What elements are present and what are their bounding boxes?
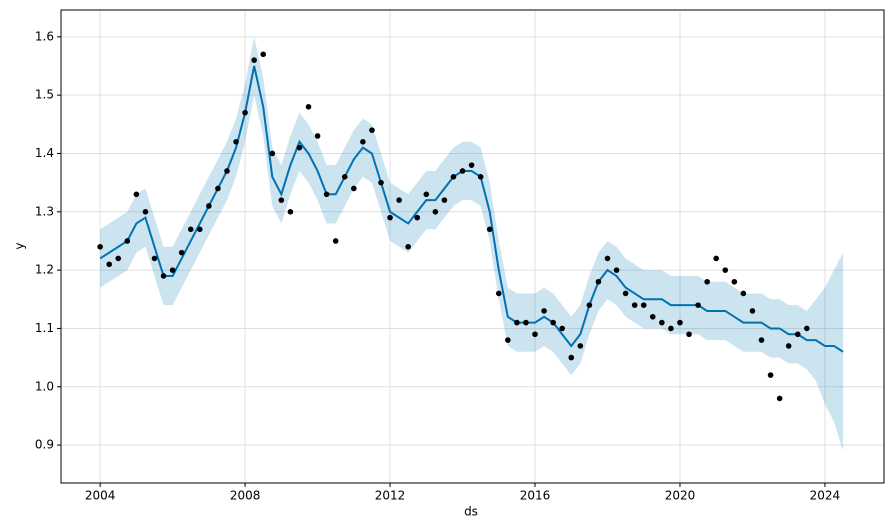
y-tick-label: 1.5	[35, 88, 54, 102]
observed-point	[604, 255, 611, 262]
y-tick-label: 0.9	[35, 438, 54, 452]
observed-point	[387, 214, 393, 221]
observed-point	[495, 290, 502, 297]
observed-point	[405, 243, 411, 250]
observed-point	[314, 133, 321, 139]
y-tick-label: 1.6	[35, 29, 54, 43]
observed-point	[677, 319, 683, 326]
observed-point	[432, 208, 439, 215]
observed-point	[151, 255, 158, 262]
observed-point	[659, 319, 665, 326]
observed-point	[124, 238, 131, 244]
observed-point	[396, 197, 402, 203]
observed-point	[695, 302, 701, 308]
observed-point	[568, 354, 575, 361]
observed-point	[242, 109, 248, 116]
observed-point	[532, 331, 538, 338]
observed-point	[749, 308, 756, 314]
observed-point	[305, 104, 312, 110]
observed-point	[450, 174, 457, 180]
observed-point	[622, 290, 629, 297]
x-tick-label: 2004	[85, 489, 116, 503]
observed-point	[740, 290, 747, 297]
observed-point	[776, 395, 783, 402]
observed-point	[441, 197, 448, 203]
x-tick-label: 2016	[520, 489, 551, 503]
observed-point	[296, 144, 303, 151]
observed-point	[178, 249, 185, 256]
plot-frame	[60, 9, 885, 484]
y-tick-label: 1.0	[35, 379, 54, 393]
observed-point	[758, 337, 765, 343]
observed-point	[640, 302, 647, 308]
x-tick-label: 2024	[810, 489, 841, 503]
observed-point	[477, 174, 484, 180]
observed-point	[142, 208, 149, 215]
x-tick-label: 2008	[230, 489, 261, 503]
observed-point	[550, 319, 556, 326]
observed-point	[251, 57, 257, 63]
y-tick-label: 1.2	[35, 263, 54, 277]
observed-point	[785, 343, 792, 349]
observed-point	[577, 343, 584, 349]
observed-point	[523, 319, 529, 326]
observed-point	[731, 278, 738, 285]
observed-point	[287, 208, 294, 215]
observed-point	[613, 267, 620, 273]
observed-point	[196, 226, 203, 233]
observed-point	[713, 255, 720, 262]
observed-point	[414, 214, 421, 221]
observed-point	[369, 127, 375, 133]
observed-point	[206, 203, 212, 209]
y-tick-label: 1.4	[35, 146, 54, 160]
y-axis-label: y	[13, 242, 27, 249]
observed-point	[505, 337, 511, 343]
y-tick-label: 1.1	[35, 321, 54, 335]
observed-point	[468, 162, 475, 168]
observed-point	[224, 168, 230, 174]
observed-point	[559, 325, 565, 332]
observed-point	[169, 267, 176, 273]
observed-point	[187, 226, 194, 233]
observed-point	[278, 197, 285, 203]
observed-point	[631, 302, 638, 308]
observed-point	[423, 191, 430, 198]
observed-point	[486, 226, 493, 233]
observed-point	[233, 139, 239, 145]
observed-point	[794, 331, 801, 338]
observed-point	[704, 278, 710, 285]
observed-point	[351, 185, 357, 192]
observed-point	[804, 325, 810, 332]
observed-point	[323, 191, 330, 198]
observed-point	[595, 278, 602, 285]
observed-point	[160, 273, 167, 279]
x-tick-label: 2012	[375, 489, 406, 503]
y-tick-label: 1.3	[35, 204, 54, 218]
x-tick-label: 2020	[665, 489, 696, 503]
observed-point	[459, 168, 466, 174]
observed-point	[586, 302, 593, 308]
observed-point	[378, 179, 384, 186]
observed-point	[514, 319, 520, 326]
observed-point	[341, 174, 348, 180]
observed-point	[106, 261, 112, 268]
observed-point	[97, 243, 103, 250]
observed-point	[668, 325, 674, 332]
observed-point	[722, 267, 729, 273]
observed-point	[541, 308, 547, 314]
observed-point	[260, 51, 267, 58]
observed-point	[686, 331, 692, 338]
observed-point	[215, 185, 221, 192]
observed-point	[767, 372, 774, 378]
forecast-line	[99, 65, 844, 353]
observed-point	[269, 150, 276, 157]
observed-point	[332, 238, 339, 244]
observed-point	[133, 191, 140, 198]
observed-point	[360, 139, 366, 145]
x-axis-label: ds	[464, 505, 478, 519]
observed-point	[649, 313, 656, 320]
uncertainty-band	[100, 36, 844, 451]
observed-point	[115, 255, 122, 262]
